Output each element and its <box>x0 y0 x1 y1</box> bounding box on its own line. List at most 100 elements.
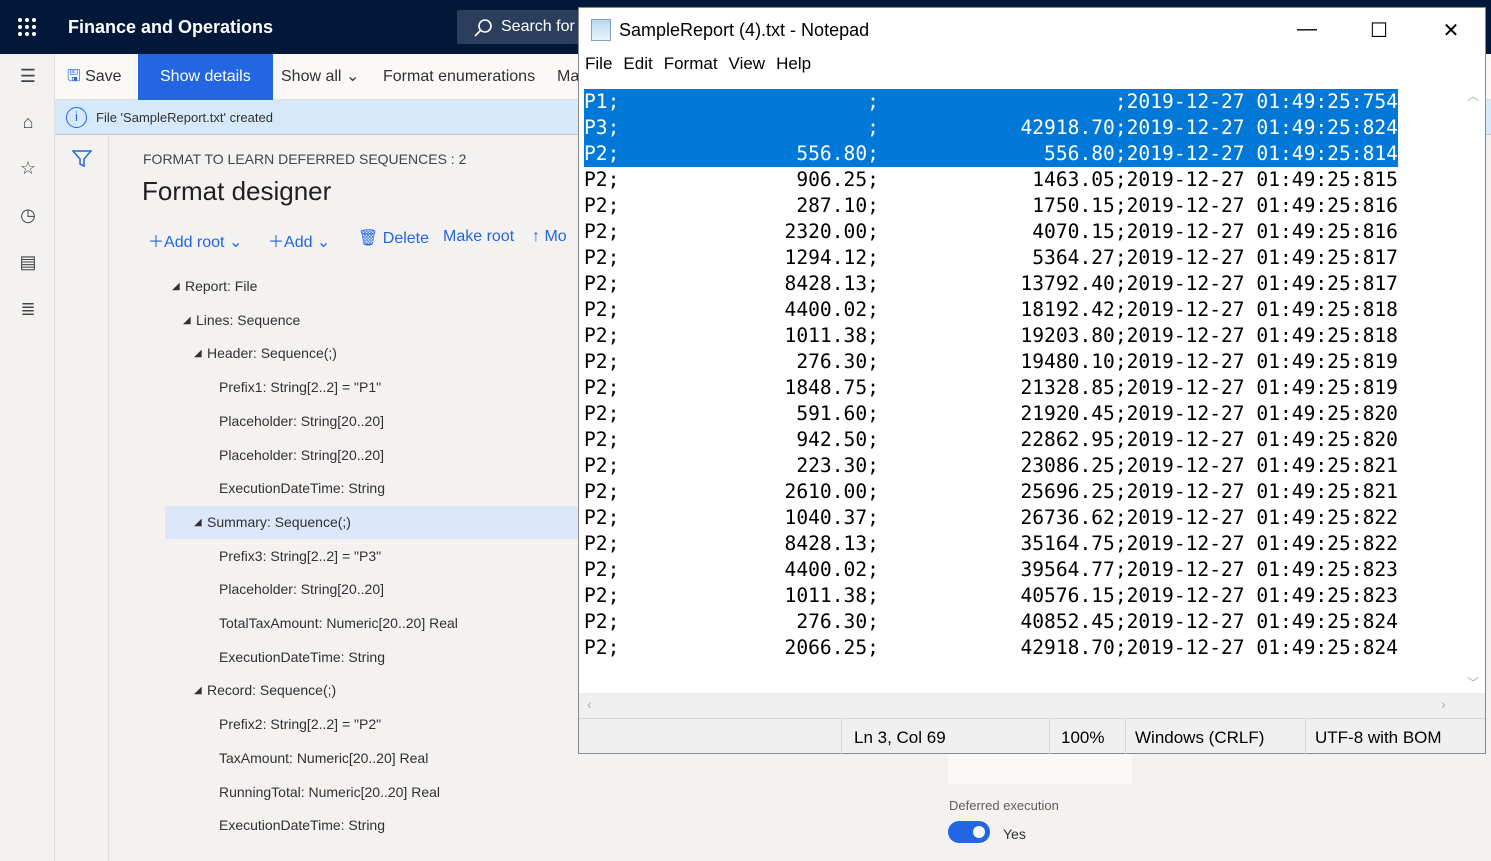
recent-clock-icon[interactable]: ◷ <box>20 205 36 225</box>
text-line: P2; 2610.00; 25696.25;2019-12-27 01:49:2… <box>584 480 1398 503</box>
save-button[interactable]: 🖫 Save <box>67 68 122 85</box>
status-bar: Ln 3, Col 69 100% Windows (CRLF) UTF-8 w… <box>579 718 1485 754</box>
tree-node-label: RunningTotal: Numeric[20..20] Real <box>219 783 441 800</box>
show-all-button[interactable]: Show all ⌄ <box>281 68 360 85</box>
text-line: P2; 556.80; 556.80;2019-12-27 01:49:25:8… <box>584 141 1398 167</box>
menu-file[interactable]: File <box>585 54 613 73</box>
tree-node-label: TotalTaxAmount: Numeric[20..20] Real <box>219 615 458 631</box>
left-nav: ☰ ⌂ ☆ ◷ ▤ ≣ <box>0 54 55 861</box>
scroll-down-icon[interactable]: ﹀ <box>1466 676 1479 690</box>
maximize-button[interactable]: ☐ <box>1370 20 1388 42</box>
page-title: Format designer <box>142 176 332 206</box>
scroll-right-icon[interactable]: › <box>1441 696 1446 712</box>
tree-node-label: Lines: Sequence <box>196 311 301 328</box>
collapse-triangle-icon[interactable]: ◢ <box>172 281 180 292</box>
text-line: P2; 4400.02; 39564.77;2019-12-27 01:49:2… <box>584 558 1398 581</box>
hamburger-menu-icon[interactable]: ☰ <box>19 66 37 86</box>
window-title: SampleReport (4).txt - Notepad <box>619 20 870 40</box>
line-endings: Windows (CRLF) <box>1135 728 1265 747</box>
page-caption: FORMAT TO LEARN DEFERRED SEQUENCES : 2 <box>143 151 467 167</box>
property-field <box>948 754 1132 784</box>
text-line: P2; 2066.25; 42918.70;2019-12-27 01:49:2… <box>584 636 1398 659</box>
info-message: File 'SampleReport.txt' created <box>96 110 273 125</box>
deferred-execution-value: Yes <box>1003 826 1026 842</box>
filter-pane <box>55 136 109 861</box>
tree-node-label: Prefix3: String[2..2] = "P3" <box>219 547 382 564</box>
app-launcher-icon[interactable] <box>18 18 36 36</box>
add-button[interactable]: ＋Add ⌄ <box>268 234 331 251</box>
text-line: P2; 8428.13; 13792.40;2019-12-27 01:49:2… <box>584 272 1398 295</box>
scroll-up-icon[interactable]: ︿ <box>1466 89 1479 103</box>
trash-icon: 🗑 <box>358 230 379 247</box>
search-placeholder: Search for <box>501 18 575 35</box>
notepad-menu-bar: File Edit Format View Help <box>579 54 1485 81</box>
text-line: P2; 942.50; 22862.95;2019-12-27 01:49:25… <box>584 428 1398 451</box>
tree-node-label: TaxAmount: Numeric[20..20] Real <box>219 749 429 766</box>
text-line: P2; 287.10; 1750.15;2019-12-27 01:49:25:… <box>584 194 1398 217</box>
notepad-title-bar[interactable]: SampleReport (4).txt - Notepad — ☐ ✕ <box>579 8 1485 54</box>
make-root-button[interactable]: Make root <box>443 228 515 245</box>
star-icon[interactable]: ☆ <box>19 158 37 178</box>
menu-help[interactable]: Help <box>776 54 812 73</box>
notepad-window: SampleReport (4).txt - Notepad — ☐ ✕ Fil… <box>578 7 1486 754</box>
text-line: P2; 8428.13; 35164.75;2019-12-27 01:49:2… <box>584 532 1398 555</box>
collapse-triangle-icon[interactable]: ◢ <box>194 348 202 360</box>
menu-format[interactable]: Format <box>663 54 718 73</box>
tree-node-label: Placeholder: String[20..20] <box>219 446 384 463</box>
close-button[interactable]: ✕ <box>1442 20 1460 42</box>
menu-edit[interactable]: Edit <box>623 54 653 73</box>
text-line: P2; 1011.38; 19203.80;2019-12-27 01:49:2… <box>584 324 1398 347</box>
encoding: UTF-8 with BOM <box>1315 728 1442 747</box>
tree-node-label: Record: Sequence(;) <box>207 682 337 699</box>
collapse-triangle-icon[interactable]: ◢ <box>183 314 191 326</box>
info-icon: i <box>66 107 87 128</box>
text-line: P2; 591.60; 21920.45;2019-12-27 01:49:25… <box>584 402 1398 425</box>
workspaces-icon[interactable]: ▤ <box>19 252 37 272</box>
notepad-text-area[interactable]: P1; ; ;2019-12-27 01:49:25:754 P3; ; 4291… <box>579 81 1461 693</box>
deferred-execution-label: Deferred execution <box>949 798 1059 813</box>
scroll-left-icon[interactable]: ‹ <box>587 696 592 712</box>
delete-button[interactable]: 🗑 Delete <box>358 230 430 247</box>
home-icon[interactable]: ⌂ <box>22 112 34 132</box>
modules-list-icon[interactable]: ≣ <box>20 299 36 319</box>
notepad-icon <box>591 19 611 41</box>
tree-node-label: Prefix1: String[2..2] = "P1" <box>219 379 382 396</box>
collapse-triangle-icon[interactable]: ◢ <box>194 685 202 697</box>
tree-node-label: Placeholder: String[20..20] <box>219 581 384 598</box>
filter-icon[interactable] <box>72 150 92 168</box>
text-line: P2; 2320.00; 4070.15;2019-12-27 01:49:25… <box>584 220 1398 243</box>
horizontal-scrollbar[interactable]: ‹ › <box>579 693 1485 718</box>
move-up-button[interactable]: ↑ Mo <box>532 228 567 245</box>
tree-node-label: Placeholder: String[20..20] <box>219 412 384 429</box>
tree-node-label: Header: Sequence(;) <box>207 345 337 362</box>
add-root-button[interactable]: ＋Add root ⌄ <box>148 234 243 251</box>
more-button[interactable]: Ma <box>557 68 580 85</box>
text-line: P2; 1848.75; 21328.85;2019-12-27 01:49:2… <box>584 376 1398 399</box>
deferred-execution-toggle[interactable] <box>948 821 990 843</box>
cursor-position: Ln 3, Col 69 <box>854 728 946 747</box>
text-line: P2; 1011.38; 40576.15;2019-12-27 01:49:2… <box>584 584 1398 607</box>
tree-node-label: Prefix2: String[2..2] = "P2" <box>219 716 382 733</box>
zoom-level: 100% <box>1061 728 1105 747</box>
text-line: P1; ; ;2019-12-27 01:49:25:754 <box>584 89 1398 115</box>
minimize-button[interactable]: — <box>1297 18 1317 40</box>
chevron-down-icon: ⌄ <box>345 68 360 85</box>
app-title: Finance and Operations <box>68 17 274 37</box>
collapse-triangle-icon[interactable]: ◢ <box>194 516 202 528</box>
text-line: P2; 1040.37; 26736.62;2019-12-27 01:49:2… <box>584 506 1398 529</box>
text-line: P2; 4400.02; 18192.42;2019-12-27 01:49:2… <box>584 298 1398 321</box>
text-line: P2; 906.25; 1463.05;2019-12-27 01:49:25:… <box>584 168 1398 191</box>
search-box[interactable]: Search for <box>457 10 597 44</box>
vertical-scrollbar[interactable]: ︿ ﹀ <box>1461 81 1485 693</box>
tree-node-label: Report: File <box>185 278 258 294</box>
text-line: P3; ; 42918.70;2019-12-27 01:49:25:824 <box>584 115 1398 141</box>
tree-node-label: ExecutionDateTime: String <box>219 817 385 834</box>
show-details-button[interactable]: Show details <box>138 54 273 100</box>
text-line: P2; 1294.12; 5364.27;2019-12-27 01:49:25… <box>584 246 1398 269</box>
format-enumerations-button[interactable]: Format enumerations <box>383 68 536 85</box>
save-icon: 🖫 <box>67 68 81 85</box>
tree-node-label: ExecutionDateTime: String <box>219 480 385 497</box>
menu-view[interactable]: View <box>728 54 766 73</box>
tree-node-label: ExecutionDateTime: String <box>219 648 385 665</box>
tree-node[interactable]: ◢ Summary: Sequence(;) <box>165 505 580 539</box>
